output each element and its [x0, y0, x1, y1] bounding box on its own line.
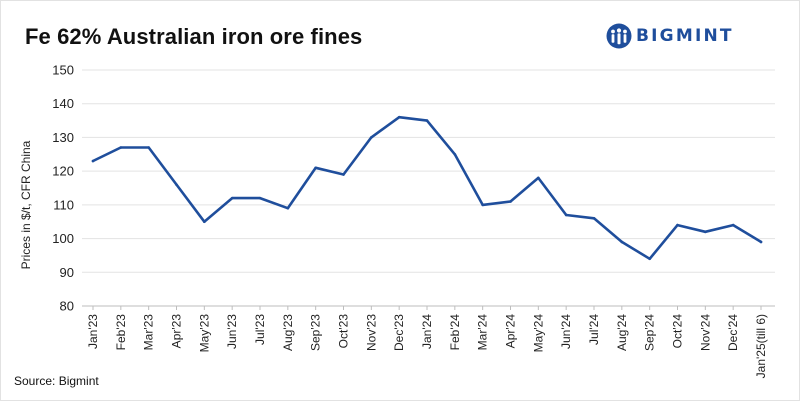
data-point	[425, 119, 429, 122]
x-axis: Jan'23 Feb'23 Mar'23 Apr'23 May'23 Jun'23 Jul'…	[86, 306, 768, 378]
data-point	[314, 166, 317, 170]
data-point	[509, 200, 512, 203]
data-point	[286, 206, 290, 210]
y-axis-label: Prices in $/t, CFR China	[19, 140, 33, 269]
x-tick-label: Aug'23	[281, 314, 295, 351]
data-point	[119, 146, 123, 149]
data-point	[342, 173, 345, 176]
data-point	[453, 152, 457, 156]
x-tick-label: Apr'24	[504, 314, 518, 349]
data-point	[592, 217, 596, 220]
bigmint-logo: BIGMINT	[606, 23, 734, 49]
x-tick-label: Feb'24	[448, 314, 462, 351]
x-tick-label: Nov'23	[364, 314, 378, 351]
data-point	[258, 196, 262, 200]
x-tick-label: Apr'23	[170, 314, 184, 349]
data-point	[230, 196, 234, 200]
x-tick-label: Jan'25(till 6)	[754, 314, 768, 378]
data-point	[203, 220, 206, 224]
gridlines	[82, 69, 775, 307]
data-point	[564, 213, 568, 217]
data-point	[370, 136, 373, 139]
x-tick-label: Aug'24	[615, 314, 629, 351]
y-tick-label: 140	[52, 96, 74, 111]
x-tick-label: Jul'23	[253, 314, 267, 345]
people-group-icon	[606, 23, 632, 49]
data-point	[397, 115, 401, 119]
source-note: Source: Bigmint	[14, 374, 99, 388]
x-tick-label: Jun'24	[559, 314, 573, 349]
y-tick-label: 100	[52, 231, 74, 246]
data-point	[704, 230, 707, 234]
x-tick-label: Oct'23	[337, 314, 351, 349]
x-tick-label: Jan'24	[420, 314, 434, 349]
x-tick-label: Sep'23	[309, 314, 323, 351]
logo-text: BIGMINT	[636, 26, 734, 46]
y-tick-label: 130	[52, 130, 74, 145]
data-point	[481, 203, 484, 207]
x-tick-label: Nov'24	[698, 314, 712, 351]
y-axis: 80 90 100 110 120 130 140 150	[52, 63, 74, 314]
x-tick-label: Feb'23	[114, 314, 128, 351]
data-point	[676, 223, 679, 227]
y-tick-label: 110	[53, 197, 74, 212]
y-tick-label: 90	[60, 265, 74, 280]
x-tick-label: Oct'24	[671, 314, 685, 349]
data-point	[731, 223, 735, 227]
price-series-line	[91, 115, 763, 261]
data-point	[147, 146, 150, 149]
data-point	[648, 257, 651, 261]
x-tick-label: Sep'24	[643, 314, 657, 351]
chart-title: Fe 62% Australian iron ore fines	[25, 24, 363, 49]
data-point	[620, 240, 624, 244]
x-tick-label: Mar'24	[476, 314, 490, 351]
x-tick-label: Dec'23	[392, 314, 406, 351]
x-tick-label: Dec'24	[726, 314, 740, 351]
x-tick-label: Mar'23	[142, 314, 156, 351]
y-tick-label: 120	[52, 164, 74, 179]
y-tick-label: 80	[60, 299, 74, 314]
series-layer	[91, 115, 763, 261]
data-point	[759, 240, 763, 244]
data-point	[91, 159, 95, 163]
x-tick-label: Jan'23	[86, 314, 100, 349]
data-point	[537, 176, 540, 180]
y-tick-label: 150	[52, 63, 74, 78]
x-tick-label: May'24	[531, 314, 545, 353]
x-tick-label: May'23	[197, 314, 211, 353]
x-tick-label: Jul'24	[587, 314, 601, 345]
data-point	[175, 183, 178, 186]
x-tick-label: Jun'23	[225, 314, 239, 349]
